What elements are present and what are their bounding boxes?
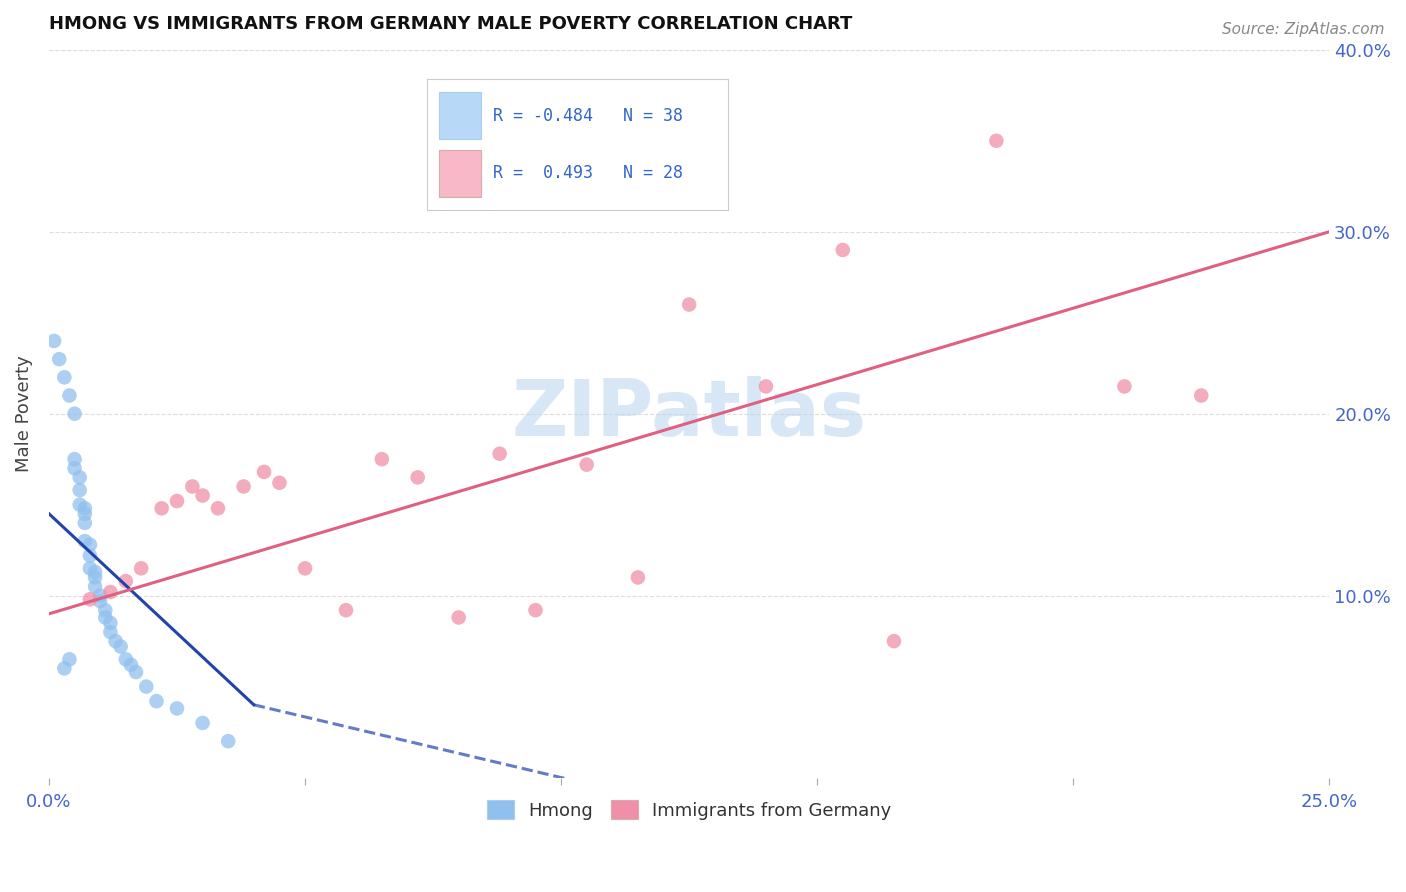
Point <box>79 561 101 575</box>
Point <box>79 592 101 607</box>
Point <box>79 549 101 563</box>
Point <box>335 603 357 617</box>
Point <box>89 594 111 608</box>
Text: HMONG VS IMMIGRANTS FROM GERMANY MALE POVERTY CORRELATION CHART: HMONG VS IMMIGRANTS FROM GERMANY MALE PO… <box>49 15 852 33</box>
Point <box>488 447 510 461</box>
Point <box>63 407 86 421</box>
Point <box>104 634 127 648</box>
Point <box>447 610 470 624</box>
Point <box>166 701 188 715</box>
Point <box>1114 379 1136 393</box>
Point <box>89 589 111 603</box>
Point <box>114 574 136 588</box>
Text: Source: ZipAtlas.com: Source: ZipAtlas.com <box>1222 22 1385 37</box>
Point <box>371 452 394 467</box>
Y-axis label: Male Poverty: Male Poverty <box>15 355 32 472</box>
Point <box>524 603 547 617</box>
Point <box>831 243 853 257</box>
Point <box>79 538 101 552</box>
Point <box>150 501 173 516</box>
Point <box>53 370 76 384</box>
Point <box>63 461 86 475</box>
Point <box>58 652 80 666</box>
Point <box>883 634 905 648</box>
Point <box>217 734 239 748</box>
Point <box>94 610 117 624</box>
Point <box>166 494 188 508</box>
Point <box>84 580 107 594</box>
Point <box>678 297 700 311</box>
Point <box>110 640 132 654</box>
Point <box>53 661 76 675</box>
Point <box>207 501 229 516</box>
Point <box>100 585 122 599</box>
Legend: Hmong, Immigrants from Germany: Hmong, Immigrants from Germany <box>479 793 898 827</box>
Point <box>627 570 650 584</box>
Point <box>1189 388 1212 402</box>
Point <box>69 498 91 512</box>
Point <box>58 388 80 402</box>
Point <box>73 507 96 521</box>
Point <box>120 657 142 672</box>
Point <box>575 458 598 472</box>
Point <box>100 615 122 630</box>
Point <box>48 352 70 367</box>
Point <box>191 716 214 731</box>
Point <box>42 334 65 348</box>
Point <box>135 680 157 694</box>
Point <box>253 465 276 479</box>
Point <box>129 561 152 575</box>
Point <box>145 694 167 708</box>
Point <box>69 470 91 484</box>
Point <box>181 479 204 493</box>
Point <box>125 665 148 679</box>
Point <box>294 561 316 575</box>
Point <box>406 470 429 484</box>
Point <box>755 379 778 393</box>
Point <box>69 483 91 497</box>
Point <box>100 625 122 640</box>
Point <box>84 565 107 579</box>
Point <box>114 652 136 666</box>
Point <box>94 603 117 617</box>
Point <box>232 479 254 493</box>
Text: ZIPatlas: ZIPatlas <box>512 376 866 451</box>
Point <box>269 475 291 490</box>
Point <box>73 501 96 516</box>
Point <box>84 570 107 584</box>
Point <box>73 516 96 530</box>
Point <box>73 534 96 549</box>
Point <box>986 134 1008 148</box>
Point <box>63 452 86 467</box>
Point <box>191 489 214 503</box>
